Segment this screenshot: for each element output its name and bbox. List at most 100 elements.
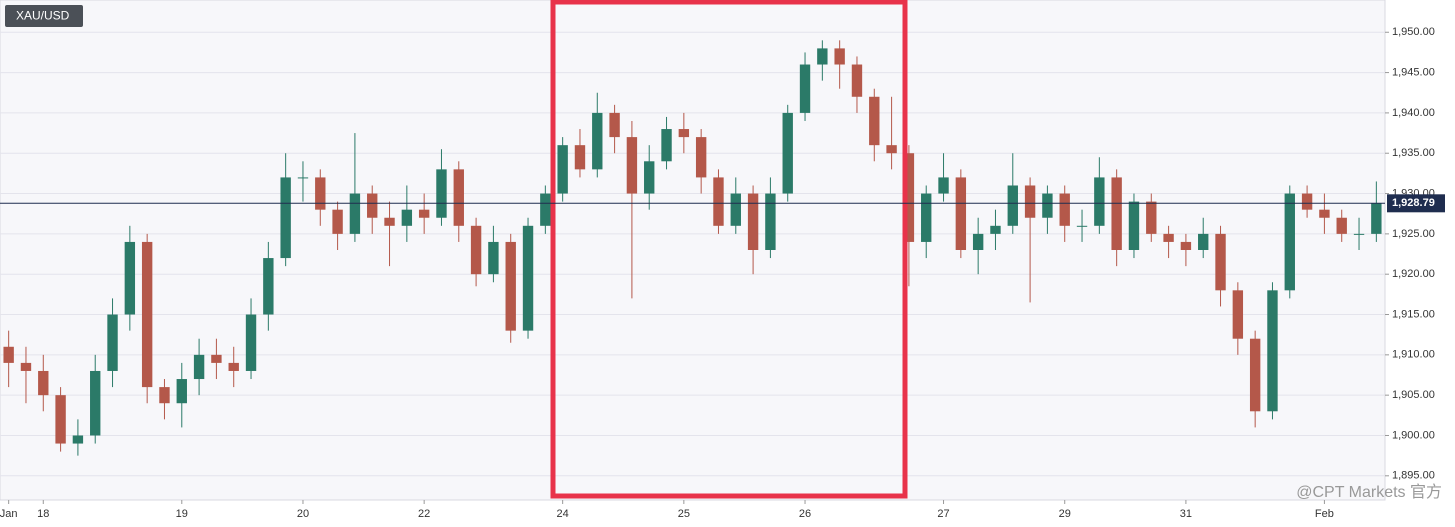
- candle-body: [592, 112, 603, 170]
- y-tick-label: 1,895.00: [1392, 470, 1435, 482]
- candle-body: [574, 145, 586, 170]
- candle-body: [972, 233, 984, 250]
- candle-body: [1111, 177, 1122, 250]
- candle-body: [921, 193, 932, 242]
- candle-body: [1353, 233, 1365, 235]
- candle-body: [1301, 193, 1313, 210]
- candle-body: [1094, 177, 1105, 226]
- y-tick-label: 1,935.00: [1392, 147, 1435, 159]
- x-tick-label: 29: [1059, 508, 1071, 520]
- x-tick-label: 25: [678, 508, 690, 520]
- candle-body: [1284, 193, 1295, 291]
- candle-body: [90, 370, 101, 436]
- candle-body: [263, 258, 274, 315]
- candle-body: [1163, 233, 1174, 242]
- candle-body: [297, 177, 309, 179]
- candle-body: [869, 96, 880, 146]
- candle-body: [470, 225, 482, 275]
- candle-body: [678, 129, 690, 138]
- candle-body: [1319, 209, 1330, 218]
- candle-body: [817, 48, 828, 65]
- candle-body: [1267, 290, 1278, 412]
- candle-body: [349, 193, 361, 234]
- candle-body: [1128, 201, 1140, 250]
- y-tick-label: 1,910.00: [1392, 349, 1435, 361]
- candle-body: [557, 145, 568, 194]
- candle-body: [1180, 241, 1192, 250]
- candle-body: [436, 169, 447, 218]
- plot-area: [0, 0, 1386, 501]
- candle-body: [20, 362, 32, 371]
- candle-body: [367, 193, 378, 218]
- candle-body: [141, 241, 153, 388]
- candle-body: [124, 241, 136, 315]
- candle-body: [1024, 185, 1036, 218]
- last-price-label: 1,928.79: [1392, 197, 1435, 209]
- candle-body: [626, 137, 638, 194]
- y-tick-label: 1,940.00: [1392, 107, 1435, 119]
- candle-body: [3, 346, 14, 363]
- highlight-box: [550, 0, 908, 499]
- candle-body: [453, 169, 464, 226]
- candle-body: [644, 161, 655, 194]
- x-tick-label: 24: [557, 508, 569, 520]
- candle-body: [851, 64, 863, 97]
- candle-body: [315, 177, 326, 210]
- candle-body: [955, 177, 967, 250]
- y-tick-label: 1,915.00: [1392, 308, 1435, 320]
- candle-body: [799, 64, 811, 113]
- y-tick-label: 1,900.00: [1392, 429, 1435, 441]
- candle-body: [661, 129, 672, 162]
- x-tick-label: 19: [176, 508, 188, 520]
- y-tick-label: 1,950.00: [1392, 26, 1435, 38]
- candle-body: [193, 354, 205, 380]
- candle-body: [1198, 233, 1209, 250]
- candle-body: [55, 395, 66, 444]
- candle-body: [159, 387, 170, 404]
- candle-body: [332, 209, 343, 234]
- candle-body: [1249, 338, 1261, 412]
- candle-body: [540, 193, 551, 226]
- candle-body: [488, 241, 499, 275]
- candle-body: [990, 225, 1001, 234]
- watermark: @CPT Markets 官方: [1296, 483, 1442, 501]
- candle-body: [713, 177, 724, 226]
- x-tick-label: 26: [799, 508, 811, 520]
- candle-body: [418, 209, 430, 218]
- candle-body: [1007, 185, 1018, 226]
- candle-body: [1059, 193, 1070, 226]
- y-tick-label: 1,920.00: [1392, 268, 1435, 280]
- x-tick-label: 18: [37, 508, 49, 520]
- x-tick-label: Feb: [1315, 508, 1334, 520]
- candle-body: [1371, 203, 1382, 234]
- candle-body: [730, 193, 741, 226]
- candle-body: [505, 241, 516, 331]
- candle-body: [695, 137, 707, 178]
- candle-body: [176, 379, 187, 404]
- x-tick-label: 27: [937, 508, 949, 520]
- y-tick-label: 1,905.00: [1392, 389, 1435, 401]
- candle-body: [886, 145, 897, 154]
- y-tick-label: 1,945.00: [1392, 66, 1435, 78]
- last-price-box: [1387, 194, 1445, 213]
- candle-body: [938, 177, 949, 194]
- candle-body: [228, 362, 239, 371]
- candle-body: [280, 177, 291, 259]
- x-tick-label: 31: [1180, 508, 1192, 520]
- candle-body: [903, 153, 915, 242]
- candle-body: [1146, 201, 1157, 234]
- title-box: [5, 5, 83, 27]
- x-tick-label: 20: [297, 508, 309, 520]
- x-tick-label: 22: [418, 508, 430, 520]
- candle-body: [72, 435, 84, 444]
- candle-body: [747, 193, 759, 250]
- candle-body: [1232, 290, 1244, 339]
- chart-title: XAU/USD: [16, 9, 70, 23]
- candle-body: [1336, 217, 1347, 234]
- candle-body: [522, 225, 534, 331]
- candle-body: [1215, 233, 1226, 291]
- candle-body: [384, 217, 395, 226]
- candle-body: [765, 193, 776, 250]
- candle-body: [609, 112, 620, 138]
